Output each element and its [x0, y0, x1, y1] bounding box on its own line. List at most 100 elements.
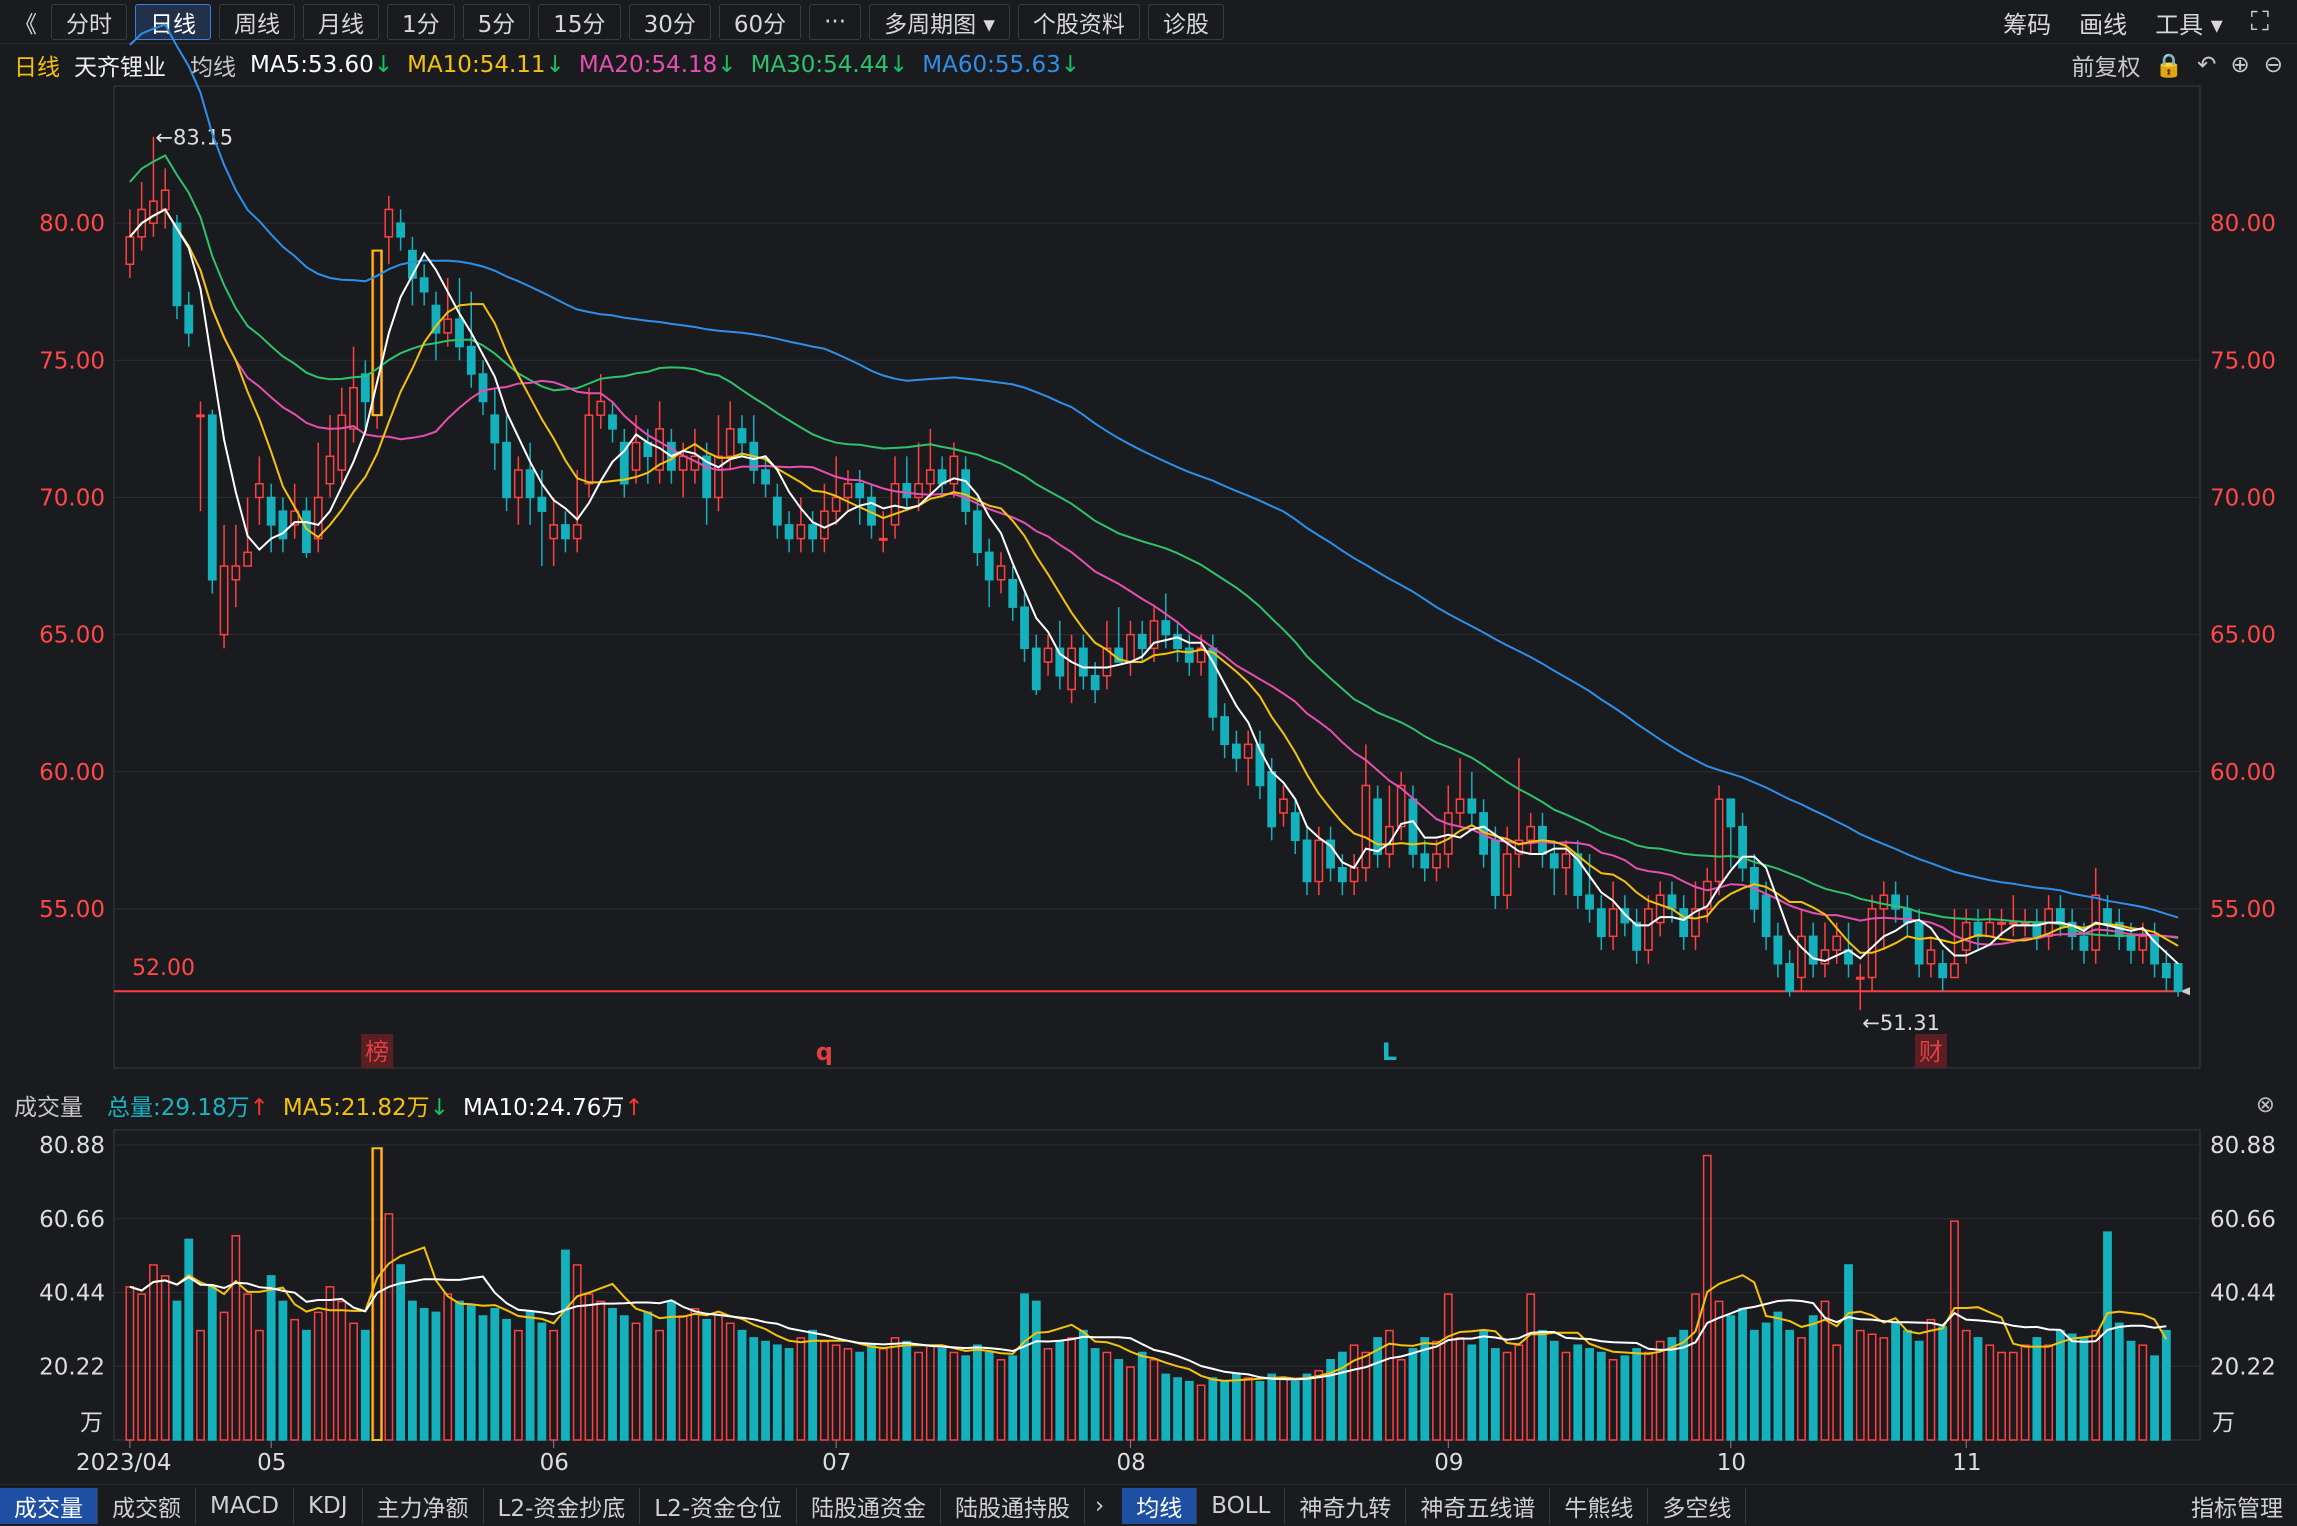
candle-body — [313, 496, 323, 540]
more-tabs-icon[interactable]: › — [1095, 1492, 1105, 1519]
volume-bar — [149, 1264, 158, 1441]
candle-body — [1243, 743, 1253, 759]
stock-name[interactable]: 天齐锂业 — [74, 55, 166, 81]
candle-body — [1267, 771, 1277, 828]
candle-body — [431, 304, 441, 334]
indicator-tab-7[interactable]: 陆股通资金 — [797, 1487, 942, 1524]
period-tab-11[interactable]: 个股资料 — [1017, 3, 1140, 40]
candle-body — [831, 496, 841, 512]
volume-bar — [302, 1329, 311, 1441]
volume-bar — [1691, 1293, 1700, 1441]
collapse-icon[interactable]: 《 — [14, 11, 37, 38]
period-tab-3[interactable]: 月线 — [303, 3, 379, 40]
ma-info-bar: 日线 天齐锂业 均线 MA5:53.60↓ MA10:54.11↓ MA20:5… — [0, 46, 2297, 84]
candle-body — [1832, 935, 1842, 951]
volume-tick-left: 40.44 — [39, 1281, 105, 1307]
volume-unit-right: 万 — [2212, 1410, 2235, 1436]
candle-body — [619, 441, 629, 485]
indicator-tab-6[interactable]: L2-资金仓位 — [640, 1487, 798, 1524]
indicator-tab-4[interactable]: 主力净额 — [363, 1487, 484, 1524]
candle-body — [1785, 963, 1795, 992]
volume-bar — [1714, 1300, 1724, 1441]
candle-body — [290, 510, 300, 526]
volume-bar — [2044, 1344, 2054, 1441]
adjust-select[interactable]: 前复权 — [2071, 55, 2141, 81]
chart-canvas[interactable]: 80.00 80.00 75.00 75.00 70.00 70.00 65.00 65.00… — [0, 0, 2297, 1484]
close-volume-icon[interactable]: ⊗ — [2255, 1092, 2275, 1118]
volume-bar — [1573, 1344, 1583, 1441]
zoom-out-icon[interactable]: ⊖ — [2263, 52, 2283, 78]
zoom-in-icon[interactable]: ⊕ — [2230, 52, 2250, 78]
event-marker: 榜 — [365, 1038, 389, 1066]
volume-bar — [1514, 1344, 1524, 1441]
volume-bar — [337, 1300, 347, 1441]
lock-icon[interactable]: 🔒 — [2154, 52, 2184, 79]
volume-tick-right: 60.66 — [2210, 1207, 2276, 1233]
fullscreen-icon[interactable]: ⛶ — [2250, 6, 2269, 37]
candle-body — [1279, 798, 1288, 814]
price-tick-left: 55.00 — [39, 897, 105, 923]
ma-label[interactable]: 均线 — [190, 55, 236, 81]
candle-body — [1173, 633, 1182, 650]
event-marker: L — [1382, 1038, 1397, 1066]
top-toolbar: 《 分时 日线 周线 月线 1分 5分 15分 30分 60分 ··· 多周期图 ▾ 个股资料 诊股 筹… — [0, 0, 2297, 44]
overlay-tab-1[interactable]: BOLL — [1197, 1487, 1286, 1524]
period-tab-7[interactable]: 30分 — [628, 3, 711, 40]
volume-bar — [2103, 1231, 2112, 1441]
overlay-tab-0[interactable]: 均线 — [1122, 1487, 1198, 1524]
indicator-tab-3[interactable]: KDJ — [294, 1487, 363, 1524]
period-tab-8[interactable]: 60分 — [718, 3, 802, 40]
chips-button[interactable]: 筹码 — [2003, 10, 2052, 39]
candle-body — [1149, 620, 1159, 650]
volume-tick-left: 20.22 — [39, 1354, 105, 1380]
indicator-manage-button[interactable]: 指标管理 — [2191, 1495, 2283, 1522]
candle-body — [443, 318, 453, 334]
volume-bar — [1173, 1377, 1182, 1441]
volume-bar — [1043, 1348, 1053, 1441]
volume-bar — [937, 1348, 947, 1441]
support-line-label: 52.00 — [132, 956, 195, 981]
volume-bar — [749, 1337, 759, 1441]
volume-bar — [1455, 1337, 1465, 1441]
overlay-tab-5[interactable]: 多空线 — [1648, 1487, 1747, 1524]
indicator-tab-2[interactable]: MACD — [196, 1487, 294, 1524]
volume-bar — [1349, 1344, 1359, 1441]
candle-body — [808, 524, 818, 540]
overlay-tab-4[interactable]: 牛熊线 — [1550, 1487, 1649, 1524]
price-tick-right: 75.00 — [2210, 348, 2276, 374]
volume-bar — [254, 1329, 264, 1441]
overlay-tab-3[interactable]: 神奇五线谱 — [1406, 1487, 1551, 1524]
candle-body — [125, 236, 135, 266]
volume-bar — [1538, 1329, 1547, 1441]
candle-body — [1738, 825, 1747, 869]
indicator-tab-8[interactable]: 陆股通持股 — [941, 1487, 1086, 1524]
overlay-tab-2[interactable]: 神奇九转 — [1285, 1487, 1407, 1524]
volume-bar — [1679, 1329, 1689, 1441]
period-tab-2[interactable]: 周线 — [219, 3, 295, 40]
period-tab-9[interactable]: ··· — [809, 3, 862, 40]
undo-icon[interactable]: ↶ — [2197, 52, 2217, 78]
period-tab-5[interactable]: 5分 — [462, 3, 531, 40]
candle-body — [172, 222, 182, 307]
candle-body — [490, 414, 500, 444]
period-tab-6[interactable]: 15分 — [538, 3, 621, 40]
candle-body — [384, 208, 394, 238]
indicator-tab-5[interactable]: L2-资金抄底 — [484, 1487, 641, 1524]
candle-body — [1691, 908, 1700, 938]
volume-bar — [1914, 1340, 1924, 1441]
candle-body — [1808, 935, 1818, 965]
indicator-tab-1[interactable]: 成交额 — [98, 1487, 196, 1524]
candle-body — [1526, 825, 1536, 842]
tools-button[interactable]: 工具 ▾ — [2155, 10, 2223, 39]
period-tab-12[interactable]: 诊股 — [1147, 3, 1224, 40]
draw-button[interactable]: 画线 — [2079, 10, 2128, 39]
period-tab-10[interactable]: 多周期图 ▾ — [869, 3, 1010, 40]
period-tab-4[interactable]: 1分 — [387, 3, 455, 40]
volume-bar — [949, 1351, 959, 1441]
ma60-value: MA60:55.63↓ — [922, 52, 1081, 78]
period-tab-0[interactable]: 分时 — [51, 3, 127, 40]
candle-body — [1408, 798, 1418, 855]
period-tab-1[interactable]: 日线 — [135, 3, 211, 40]
volume-bar — [1443, 1293, 1453, 1441]
indicator-tab-0[interactable]: 成交量 — [0, 1487, 98, 1524]
